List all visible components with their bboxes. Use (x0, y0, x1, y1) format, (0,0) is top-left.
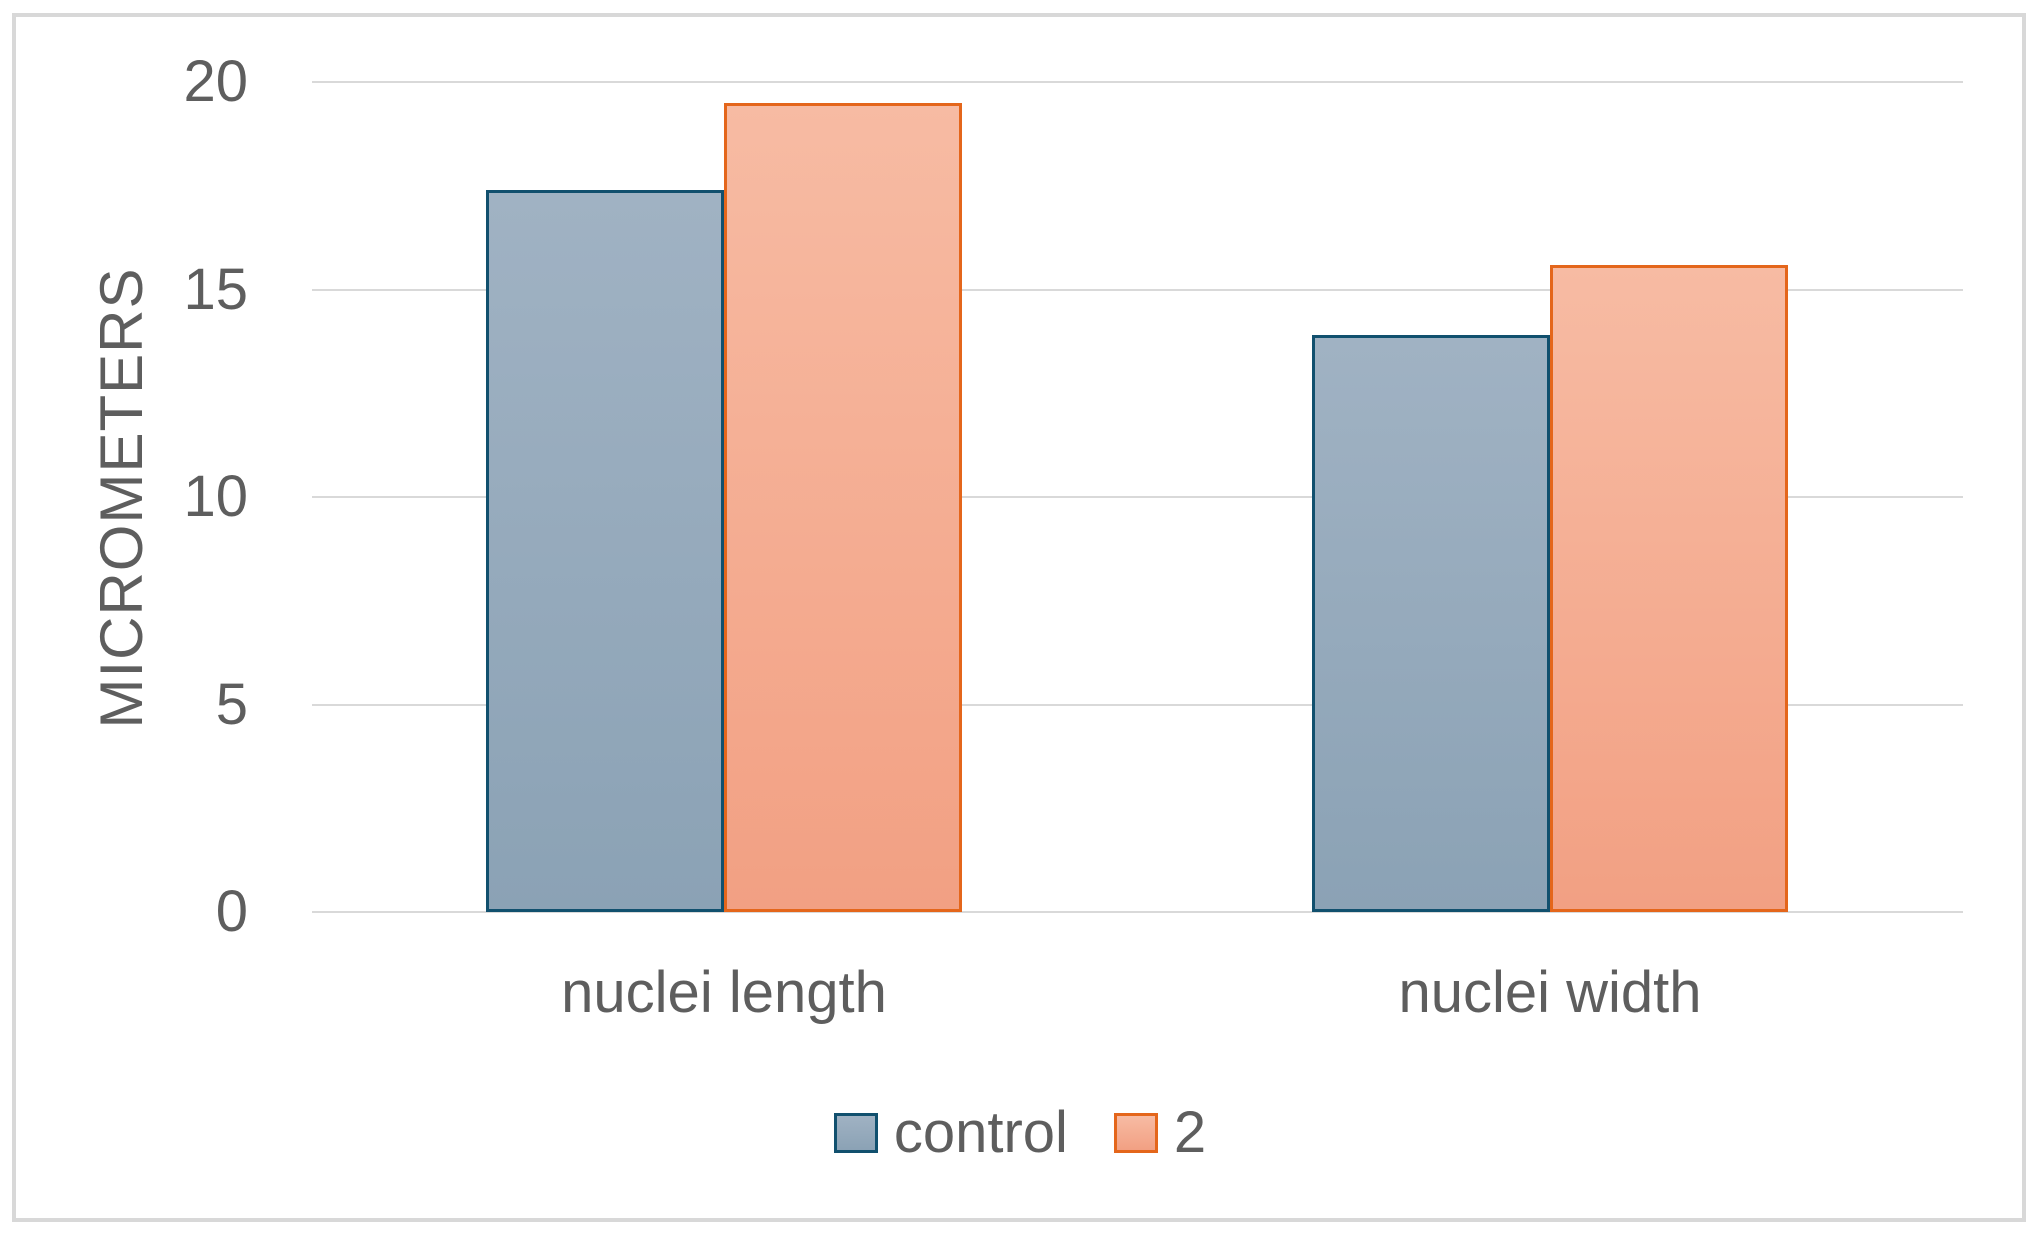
gridline-20 (312, 81, 1963, 83)
y-tick-label-0: 0 (215, 879, 248, 944)
y-tick-label-20: 20 (183, 49, 248, 114)
x-category-label-nuclei-width: nuclei width (1398, 960, 1702, 1025)
bar-2-nuclei-width (1550, 264, 1788, 912)
legend-item-2: 2 (1113, 1098, 1207, 1168)
gridline-5 (312, 703, 1963, 706)
bar-2-nuclei-length (724, 102, 962, 912)
y-tick-label-15: 15 (183, 256, 248, 322)
y-tick-label-5: 5 (215, 671, 248, 737)
legend: control 2 (0, 1096, 2040, 1170)
gridline-15 (312, 288, 1963, 291)
legend-label-control: control (893, 1100, 1068, 1165)
bar-control-nuclei-width (1312, 335, 1550, 912)
x-category-label-nuclei-length: nuclei length (561, 960, 887, 1025)
legend-label-2: 2 (1173, 1100, 1207, 1165)
gridline-0 (312, 911, 1963, 913)
legend-swatch-2 (1113, 1113, 1158, 1153)
bar-control-nuclei-length (486, 189, 724, 912)
gridline-10 (312, 496, 1963, 498)
legend-item-control: control (833, 1098, 1068, 1168)
legend-swatch-control (833, 1113, 878, 1153)
y-tick-label-10: 10 (183, 464, 248, 529)
